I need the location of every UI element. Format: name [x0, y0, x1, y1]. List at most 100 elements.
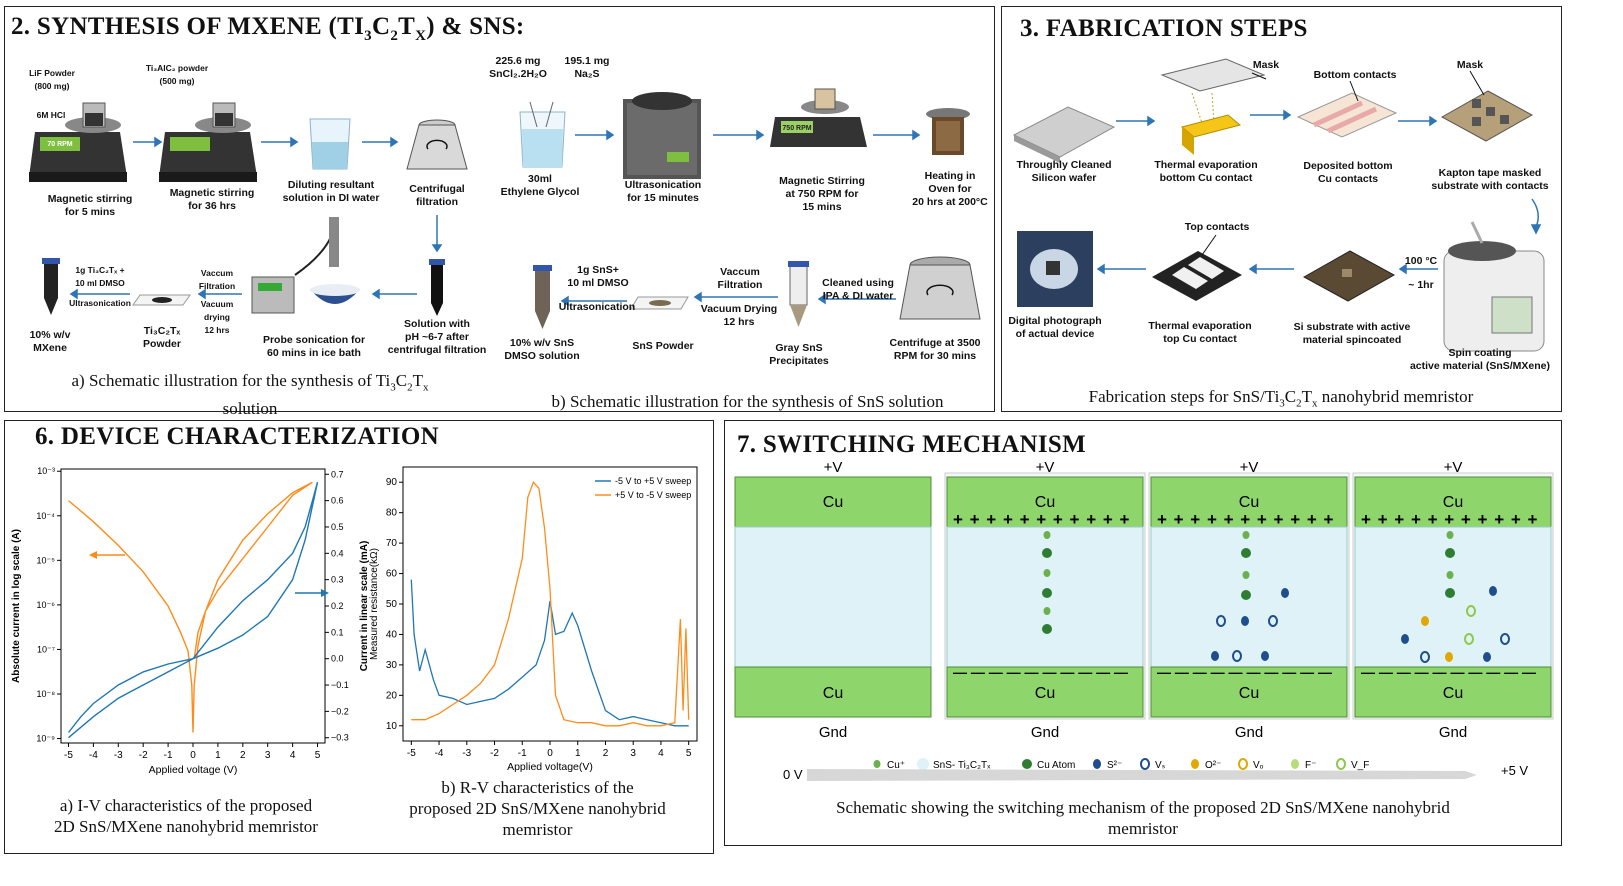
probe-sonicator-icon: [251, 217, 360, 314]
y2-tick-label: 0.3: [331, 575, 344, 585]
legend-label-vf: V_F: [1351, 760, 1369, 771]
rv-caption: b) R-V characteristics of the proposed 2…: [409, 778, 666, 839]
filter-paper-icon: [630, 296, 689, 310]
cu-atom-icon: [1445, 588, 1455, 598]
stage-3-particles: [1211, 531, 1289, 662]
deposited-label: Deposited bottom Cu contacts: [1303, 160, 1393, 185]
vo-vacancy-icon: [1238, 758, 1248, 770]
sns-powder-label: SnS Powder: [632, 340, 694, 352]
iv-caption: a) I-V characteristics of the proposed 2…: [54, 796, 318, 836]
matrix-icon: [917, 758, 929, 770]
electrode-label: Cu: [1239, 494, 1259, 511]
f-vacancy-icon: [1464, 633, 1474, 645]
top-contacts-label: Top contacts: [1184, 221, 1250, 233]
fabrication-panel: 3. FABRICATION STEPS: [1001, 6, 1562, 412]
legend-label-s: S²⁻: [1107, 760, 1122, 771]
vs-vacancy-icon: [1268, 615, 1278, 627]
x-tick-label: 0: [190, 750, 196, 761]
x-axis-label: Applied voltage (V): [149, 764, 238, 776]
temp-label: 100 °C: [1404, 255, 1438, 267]
fabrication-title: 3. FABRICATION STEPS: [1020, 15, 1308, 42]
iv-plot-frame: [60, 468, 326, 744]
f-vacancy-icon: [1336, 758, 1346, 770]
y-tick-label: 50: [386, 599, 398, 610]
switch-stage-1: Cu Cu +V Gnd: [734, 459, 932, 741]
ph-label: Solution with pH ~6-7 after centrifugal …: [387, 318, 487, 356]
synthesis-caption-b: b) Schematic illustration for the synthe…: [551, 392, 944, 411]
switching-caption: Schematic showing the switching mechanis…: [836, 798, 1450, 838]
top-voltage-label: +V: [1444, 459, 1463, 476]
tube-icon: [533, 265, 552, 329]
x-tick-label: 3: [630, 748, 636, 759]
top-electrode: [1150, 476, 1348, 528]
y-tick-label: 90: [386, 477, 398, 488]
legend-label-matrix: SnS- Ti₃C₂Tₓ: [933, 760, 991, 771]
fabrication-caption: Fabrication steps for SnS/Ti3C2Tx nanohy…: [1088, 387, 1474, 410]
dilute-label: Diluting resultant solution in DI water: [282, 179, 380, 204]
x-tick-label: -4: [435, 748, 444, 759]
positive-charges: + + + + + + + + + + +: [953, 510, 1130, 529]
cu-ion-icon: [873, 760, 881, 768]
stage-2-particles: [1042, 531, 1052, 634]
s-ion-icon: [1401, 634, 1409, 644]
f-vacancy-icon: [1466, 605, 1476, 617]
mxene-powder-label: Ti₃C₂Tₓ Powder: [143, 325, 181, 350]
electrode-label: Cu: [1035, 494, 1055, 511]
legend-label-cu_atom: Cu Atom: [1037, 760, 1075, 771]
stirring-36hr-label: Magnetic stirring for 36 hrs: [169, 187, 255, 212]
y-tick-label: 10⁻³: [37, 466, 55, 476]
s-ion-icon: [1281, 588, 1289, 598]
vacuum-filtration-label: Vaccum Filtration: [198, 268, 236, 291]
legend-label-cu_ion: Cu⁺: [887, 760, 905, 771]
x-tick-label: -2: [490, 748, 499, 759]
centrifuge-3500-label: Centrifuge at 3500 RPM for 30 mins: [889, 337, 981, 362]
vacuum-drying-label: Vacuum drying 12 hrs: [200, 299, 234, 335]
gnd-label: Gnd: [1031, 724, 1059, 741]
x-tick-label: -1: [164, 750, 173, 761]
y2-axis-label: Current in linear scale (mA): [359, 541, 370, 672]
ultrasonicator-icon: [623, 92, 701, 179]
mxene-ultra-label: Ultrasonication: [69, 298, 131, 308]
iv-chart: -5 -4 -3 -2 -1 0 1 2 3 4 5 10⁻⁹ 10⁻⁸ 10⁻⁷ 10⁻⁶ 10⁻⁵ 10⁻⁴…: [11, 466, 370, 776]
magnetic-stirrer-icon: [29, 102, 127, 182]
switching-layer: [734, 526, 932, 668]
cu-atom-icon: [1022, 759, 1032, 769]
gnd-label: Gnd: [819, 724, 847, 741]
electrode-label: Cu: [1239, 685, 1259, 702]
x-tick-label: 5: [686, 748, 692, 759]
characterization-title: 6. DEVICE CHARACTERIZATION: [35, 423, 439, 450]
y2-tick-label: 0.2: [331, 601, 344, 611]
x-tick-label: -3: [462, 748, 471, 759]
cu-ion-icon: [1043, 607, 1051, 615]
o-ion-icon: [1191, 759, 1199, 769]
negative-charges: — — — — — — — — — —: [1157, 664, 1332, 680]
sns-vacuum-drying-label: Vacuum Drying 12 hrs: [700, 303, 778, 328]
x-tick-label: 1: [215, 750, 221, 761]
fabrication-illustration: [1012, 58, 1545, 352]
f-ion-icon: [1291, 759, 1299, 769]
y2-tick-label: 0.7: [331, 469, 344, 479]
vs-vacancy-icon: [1500, 633, 1510, 645]
spin-coater-icon: [1443, 221, 1545, 352]
rv-chart: -5 -4 -3 -2 -1 0 1 2 3 4 5 10 20 30 40 50 60 70 80 90 Applie…: [369, 466, 698, 773]
s-ion-icon: [1261, 651, 1269, 661]
switching-title: 7. SWITCHING MECHANISM: [737, 431, 1086, 458]
flow-arrows: [69, 129, 921, 307]
legend-label-vs: Vₛ: [1155, 760, 1166, 771]
electrode-label: Cu: [1443, 685, 1463, 702]
cu-atom-icon: [1241, 548, 1251, 558]
y-tick-label: 40: [386, 629, 398, 640]
mask2-label: Mask: [1456, 59, 1484, 71]
tube-icon: [42, 258, 60, 315]
legend-label: +5 V to -5 V sweep: [615, 490, 691, 500]
bottom-electrode: [1354, 666, 1552, 718]
negative-charges: — — — — — — — — — —: [953, 664, 1128, 680]
rv-series-0: [410, 579, 689, 727]
tube-icon: [788, 261, 809, 327]
synthesis-row1-illustration: [29, 88, 981, 329]
cu-ion-icon: [1043, 531, 1051, 539]
vs-vacancy-icon: [1140, 758, 1150, 770]
x-tick-label: 2: [603, 748, 609, 759]
x-tick-label: -5: [64, 750, 73, 761]
centrifuge-icon: [406, 119, 468, 170]
